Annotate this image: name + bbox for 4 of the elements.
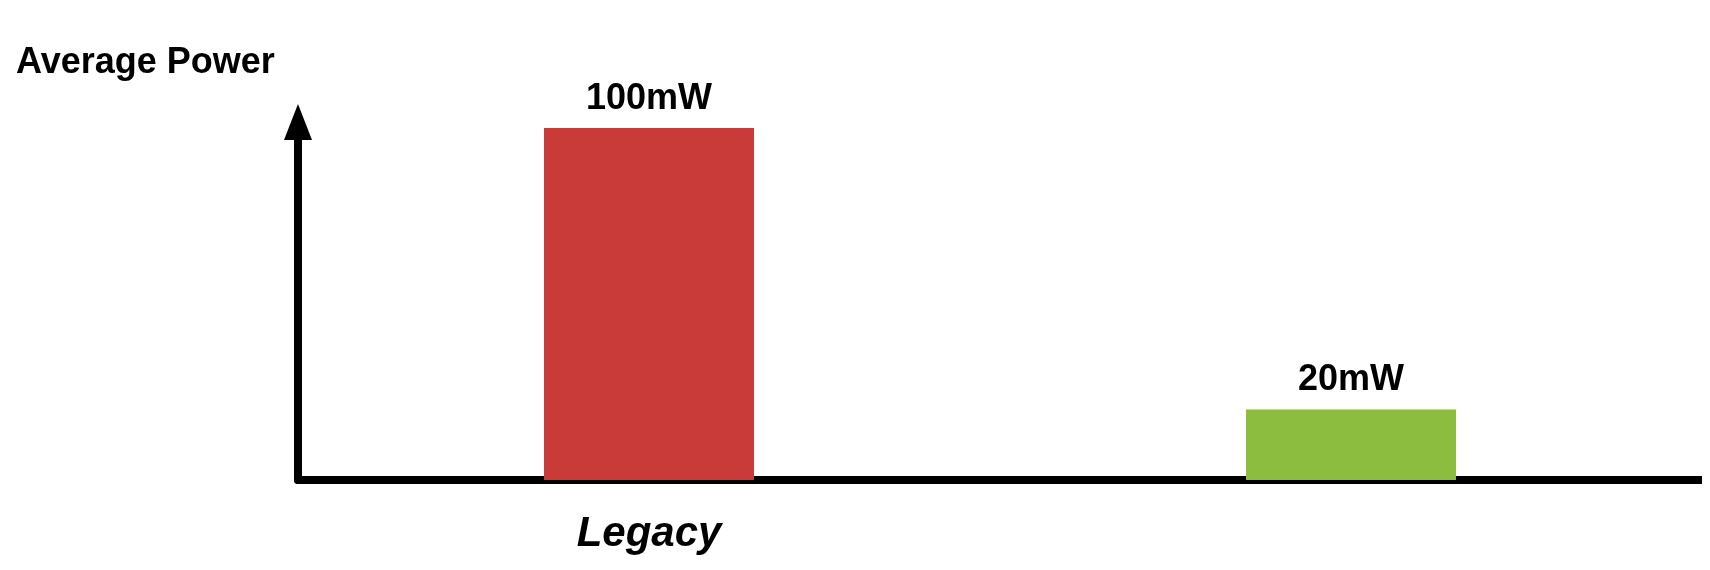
data-label: 100mW: [585, 75, 713, 117]
data-label: 20mW: [1297, 357, 1405, 399]
x-tick-label: Legacy: [576, 507, 725, 555]
y-axis-title: Average Power: [16, 39, 275, 81]
